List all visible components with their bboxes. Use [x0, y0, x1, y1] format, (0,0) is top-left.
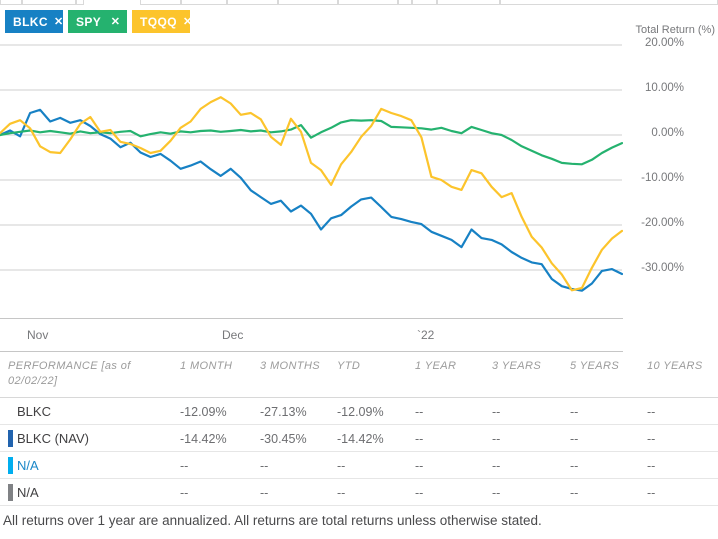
cell-5years: -- [570, 404, 579, 419]
table-row: BLKC -12.09% -27.13% -12.09% -- -- -- -- [0, 398, 718, 425]
chart-line-TQQQ [0, 96, 623, 292]
tab-partial[interactable] [76, 0, 84, 5]
tab-partial[interactable] [22, 0, 76, 5]
cell-5years: -- [570, 485, 579, 500]
tab-partial[interactable] [412, 0, 437, 5]
tab-partial[interactable] [0, 0, 22, 5]
tab-partial[interactable] [338, 0, 398, 5]
cell-5years: -- [570, 458, 579, 473]
y-tick-label: -30.00% [641, 262, 684, 274]
cell-3months: -30.45% [260, 431, 307, 446]
ticker-label: TQQQ [140, 14, 177, 29]
x-axis-label: Nov [27, 328, 49, 342]
cell-1month: -12.09% [180, 404, 227, 419]
x-axis-label: Dec [222, 328, 244, 342]
table-title: PERFORMANCE [as of 02/02/22] [8, 360, 131, 387]
cell-5years: -- [570, 431, 579, 446]
cell-ytd: -12.09% [337, 404, 384, 419]
performance-table: PERFORMANCE [as of 02/02/22] 1 MONTH 3 M… [0, 352, 718, 506]
tab-partial[interactable] [140, 0, 181, 5]
ticker-label: BLKC [13, 14, 48, 29]
chart-plot [0, 44, 623, 292]
column-header: YTD [337, 360, 361, 372]
row-label: BLKC [17, 404, 51, 419]
series-marker [8, 430, 13, 447]
tab-partial[interactable] [437, 0, 500, 5]
cell-ytd: -- [337, 458, 346, 473]
ticker-label: SPY [76, 14, 102, 29]
close-icon[interactable]: ✕ [182, 16, 193, 28]
cell-10years: -- [647, 404, 656, 419]
cell-1year: -- [415, 485, 424, 500]
y-tick-label: 0.00% [651, 127, 684, 139]
column-header: 1 YEAR [415, 360, 457, 372]
tab-partial[interactable] [500, 0, 718, 5]
y-tick-label: -10.00% [641, 172, 684, 184]
column-header: 3 MONTHS [260, 360, 321, 372]
cell-3years: -- [492, 431, 501, 446]
cell-1month: -- [180, 485, 189, 500]
cell-1month: -14.42% [180, 431, 227, 446]
cell-1month: -- [180, 458, 189, 473]
chart-line-SPY [0, 119, 623, 166]
column-header: 1 MONTH [180, 360, 233, 372]
disclaimer-text: All returns over 1 year are annualized. … [3, 513, 542, 528]
row-label: BLKC (NAV) [17, 431, 89, 446]
tab-partial[interactable] [398, 0, 412, 5]
table-header-row: PERFORMANCE [as of 02/02/22] 1 MONTH 3 M… [0, 352, 718, 398]
cell-3months: -- [260, 485, 269, 500]
series-marker [8, 403, 13, 420]
cell-1year: -- [415, 458, 424, 473]
tab-partial[interactable] [227, 0, 278, 5]
row-label: N/A [17, 458, 39, 473]
x-axis-label: `22 [417, 328, 435, 342]
cell-ytd: -14.42% [337, 431, 384, 446]
table-row: N/A -- -- -- -- -- -- -- [0, 479, 718, 506]
column-header: 10 YEARS [647, 360, 703, 372]
series-marker [8, 484, 13, 501]
y-tick-label: -20.00% [641, 217, 684, 229]
y-axis-title: Total Return (%) [635, 24, 715, 36]
ticker-chip-tqqq[interactable]: TQQQ ✕ [132, 10, 193, 33]
x-axis-band: Nov Dec `22 [0, 318, 623, 352]
close-icon[interactable]: ✕ [110, 16, 120, 28]
y-tick-label: 20.00% [644, 37, 684, 49]
table-row: BLKC (NAV) -14.42% -30.45% -14.42% -- --… [0, 425, 718, 452]
tab-partial[interactable] [181, 0, 227, 5]
cell-3years: -- [492, 458, 501, 473]
cell-1year: -- [415, 404, 424, 419]
cell-3years: -- [492, 485, 501, 500]
chart-line-BLKC [0, 108, 623, 292]
cell-10years: -- [647, 458, 656, 473]
cell-10years: -- [647, 431, 656, 446]
ticker-chip-blkc[interactable]: BLKC ✕ [5, 10, 63, 33]
table-row: N/A -- -- -- -- -- -- -- [0, 452, 718, 479]
column-header: 3 YEARS [492, 360, 542, 372]
cell-3years: -- [492, 404, 501, 419]
cell-10years: -- [647, 485, 656, 500]
series-marker [8, 457, 13, 474]
tab-partial[interactable] [278, 0, 338, 5]
y-tick-label: 10.00% [644, 82, 684, 94]
cell-1year: -- [415, 431, 424, 446]
cell-ytd: -- [337, 485, 346, 500]
column-header: 5 YEARS [570, 360, 620, 372]
cell-3months: -27.13% [260, 404, 307, 419]
cell-3months: -- [260, 458, 269, 473]
close-icon[interactable]: ✕ [53, 16, 64, 28]
ticker-chip-spy[interactable]: SPY ✕ [68, 10, 127, 33]
row-label: N/A [17, 485, 39, 500]
